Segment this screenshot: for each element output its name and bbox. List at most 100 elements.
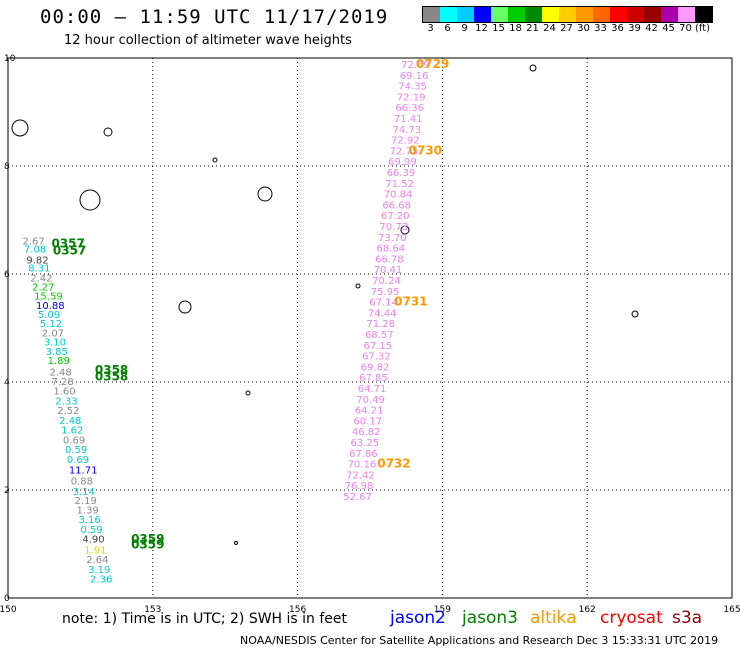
wave-height-value: 0.59	[65, 445, 87, 456]
wave-height-value: 2.33	[55, 396, 77, 407]
wave-height-value: 2.48	[59, 416, 81, 427]
y-tick-label: 2	[4, 486, 10, 496]
wave-height-value: 75.95	[371, 287, 400, 298]
wave-height-value: 73.70	[378, 233, 407, 244]
wave-height-value: 68.57	[365, 330, 394, 341]
scale-swatch	[423, 7, 440, 22]
wave-height-value: 1.91	[84, 545, 106, 556]
scale-swatch	[508, 7, 525, 22]
scale-label: 42	[645, 23, 658, 34]
wave-height-value: 2.52	[57, 406, 79, 417]
wave-height-value: 67.85	[359, 373, 388, 384]
wave-height-value: 2.07	[42, 328, 64, 339]
wave-height-value: 7.28	[51, 377, 73, 388]
scale-swatch	[627, 7, 644, 22]
scale-label: 3	[427, 23, 434, 34]
wave-height-value: 2.67	[22, 237, 44, 248]
wave-height-value: 69.82	[361, 362, 390, 373]
island-outline	[529, 64, 537, 72]
scale-swatch	[678, 7, 695, 22]
wave-height-value: 64.71	[358, 384, 387, 395]
y-tick-label: 8	[4, 162, 10, 172]
wave-height-value: 71.52	[385, 179, 414, 190]
wave-height-value: 72.75	[390, 146, 419, 157]
wave-height-value: 1.89	[48, 356, 70, 367]
wave-height-value: 66.39	[387, 168, 416, 179]
wave-height-value: 3.16	[78, 515, 100, 526]
scale-label: 9	[461, 23, 468, 34]
wave-height-value: 2.64	[86, 555, 108, 566]
y-tick-label: 6	[4, 270, 10, 280]
wave-height-value: 67.20	[381, 211, 410, 222]
island-outline	[400, 225, 410, 235]
wave-height-value: 2.19	[75, 496, 97, 507]
wave-height-value: 74.73	[392, 125, 421, 136]
x-tick-label: 150	[0, 605, 17, 615]
footer-note: note: 1) Time is in UTC; 2) SWH is in fe…	[62, 611, 348, 627]
footer-credit: NOAA/NESDIS Center for Satellite Applica…	[240, 634, 719, 647]
island-outline	[103, 127, 113, 137]
satellite-legend-jason3: jason3	[462, 608, 518, 628]
satellite-legend-altika: altika	[530, 608, 577, 628]
pass-time-label: 0729	[416, 57, 449, 71]
wave-height-value: 72.69	[401, 60, 430, 71]
wave-height-value: 70.49	[356, 395, 385, 406]
wave-height-value: 72.19	[397, 92, 426, 103]
x-tick-label: 156	[289, 605, 306, 615]
pass-time-label: 0730	[409, 143, 442, 157]
wave-height-value: 0.69	[63, 435, 85, 446]
x-tick-label: 153	[144, 605, 161, 615]
island-outline	[245, 390, 251, 396]
wave-height-value: 3.10	[44, 338, 66, 349]
wave-height-value: 2.48	[50, 367, 72, 378]
color-scale-bar	[422, 6, 713, 23]
pass-time-label: 0357	[51, 236, 84, 250]
wave-height-value: 67.86	[349, 449, 378, 460]
x-tick-label: 162	[579, 605, 596, 615]
scale-label: 27	[560, 23, 573, 34]
island-outline	[79, 189, 101, 211]
scale-label: 15	[492, 23, 505, 34]
wave-height-value: 10.88	[36, 301, 65, 312]
wave-height-value: 9.82	[26, 256, 48, 267]
wave-height-value: 3.19	[88, 565, 110, 576]
scale-label: 21	[526, 23, 539, 34]
wave-height-value: 74.35	[398, 82, 427, 93]
scale-swatch	[593, 7, 610, 22]
map-frame	[7, 57, 733, 599]
island-outline	[257, 186, 273, 202]
wave-height-value: 1.62	[61, 426, 83, 437]
wave-height-value: 76.98	[345, 481, 374, 492]
scale-label: 12	[475, 23, 488, 34]
wave-height-value: 72.42	[346, 470, 375, 481]
wave-height-value: 67.15	[363, 341, 392, 352]
wave-height-value: 0.59	[80, 525, 102, 536]
wave-height-value: 69.16	[400, 71, 429, 82]
island-outline	[234, 541, 238, 545]
page-subtitle: 12 hour collection of altimeter wave hei…	[64, 33, 352, 48]
wave-height-value: 71.28	[366, 319, 395, 330]
wave-height-value: 7.08	[24, 245, 46, 256]
scale-swatch	[559, 7, 576, 22]
wave-height-value: 66.78	[375, 254, 404, 265]
satellite-legend-jason2: jason2	[390, 608, 446, 628]
scale-swatch	[474, 7, 491, 22]
wave-height-value: 4.90	[82, 535, 104, 546]
wave-height-value: 70.41	[374, 265, 403, 276]
island-outline	[212, 157, 218, 163]
scale-swatch	[576, 7, 593, 22]
scale-swatch	[542, 7, 559, 22]
scale-label: 36	[611, 23, 624, 34]
y-tick-label: 4	[4, 378, 10, 388]
pass-time-label: 0359	[131, 532, 164, 546]
pass-time-label: 0357	[53, 243, 86, 257]
scale-label: 33	[594, 23, 607, 34]
satellite-legend-cryosat: cryosat	[600, 608, 663, 628]
pass-time-label: 0732	[377, 457, 410, 471]
wave-height-value: 52.67	[343, 492, 372, 503]
pass-time-label: 0358	[95, 370, 128, 384]
wave-height-value: 5.09	[38, 310, 60, 321]
scale-label: 70	[679, 23, 692, 34]
x-tick-label: 165	[723, 605, 740, 615]
wave-height-value: 3.14	[73, 487, 95, 498]
